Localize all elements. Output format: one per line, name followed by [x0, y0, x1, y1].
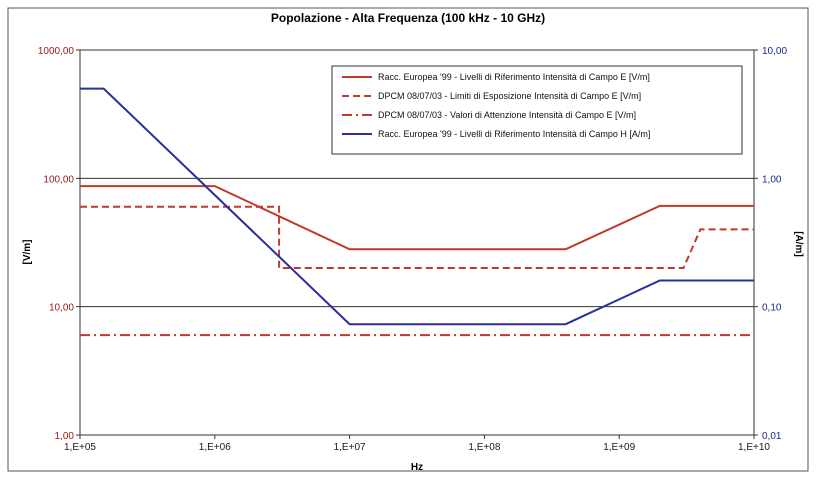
- y-left-tick-label: 100,00: [43, 174, 74, 185]
- x-tick-label: 1,E+10: [738, 442, 770, 453]
- y-left-tick-label: 1000,00: [38, 46, 75, 57]
- x-axis-ticks: 1,E+05 1,E+06 1,E+07 1,E+08 1,E+09 1,E+10: [64, 435, 770, 453]
- series-line-4: [80, 87, 754, 326]
- series-layer: [80, 87, 754, 337]
- legend: Racc. Europea '99 - Livelli di Riferimen…: [331, 65, 743, 155]
- legend-label-3: DPCM 08/07/03 - Valori di Attenzione Int…: [378, 110, 636, 120]
- x-tick-label: 1,E+08: [468, 442, 500, 453]
- legend-label-4: Racc. Europea '99 - Livelli di Riferimen…: [378, 129, 650, 139]
- chart-title: Popolazione - Alta Frequenza (100 kHz - …: [271, 11, 545, 25]
- x-tick-label: 1,E+07: [334, 442, 366, 453]
- x-tick-label: 1,E+09: [603, 442, 635, 453]
- legend-box: [331, 65, 743, 155]
- series-line-1: [80, 185, 754, 251]
- legend-label-1: Racc. Europea '99 - Livelli di Riferimen…: [378, 72, 650, 82]
- y-axis-right-label: [A/m]: [793, 231, 804, 257]
- y-right-tick-label: 0,01: [762, 431, 782, 442]
- x-tick-label: 1,E+06: [199, 442, 231, 453]
- y-left-tick-label: 1,00: [55, 431, 75, 442]
- x-tick-label: 1,E+05: [64, 442, 96, 453]
- series-line-2: [80, 205, 754, 269]
- plot-border: [79, 49, 755, 436]
- y-right-tick-label: 0,10: [762, 303, 782, 314]
- y-right-tick-label: 10,00: [762, 46, 787, 57]
- legend-items: Racc. Europea '99 - Livelli di Riferimen…: [342, 72, 650, 139]
- y-axis-left-ticks: 1,00 10,00 100,00 1000,00: [38, 46, 80, 442]
- plot-area: 1,E+05 1,E+06 1,E+07 1,E+08 1,E+09 1,E+10 1,0…: [38, 46, 788, 453]
- y-axis-left-label: [V/m]: [22, 240, 33, 265]
- grid-lines: [80, 177, 754, 308]
- x-axis-label: Hz: [411, 462, 423, 473]
- y-left-tick-label: 10,00: [49, 303, 74, 314]
- y-axis-right-ticks: 0,01 0,10 1,00 10,00: [754, 46, 787, 442]
- y-right-tick-label: 1,00: [762, 174, 782, 185]
- legend-label-2: DPCM 08/07/03 - Limiti di Esposizione In…: [378, 91, 641, 101]
